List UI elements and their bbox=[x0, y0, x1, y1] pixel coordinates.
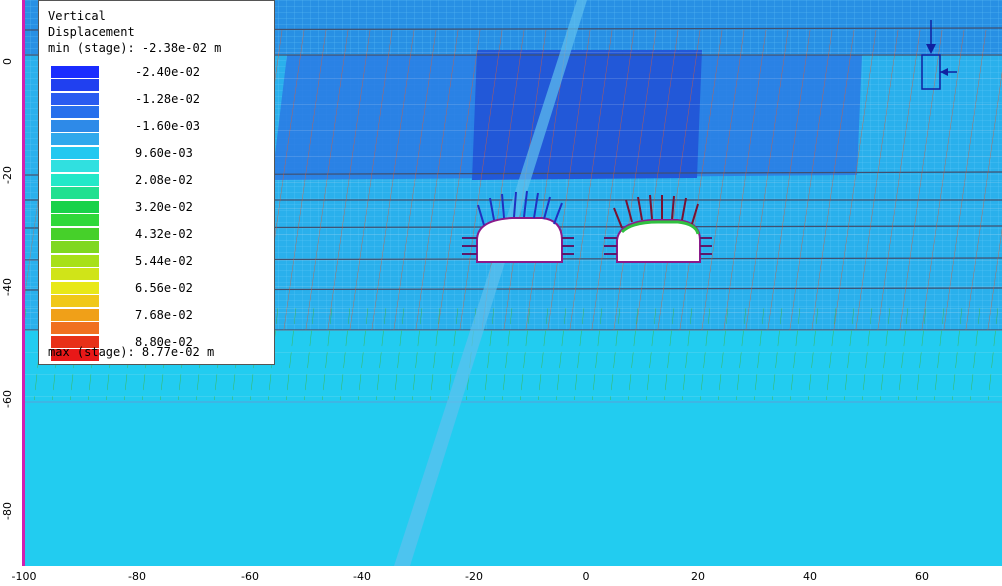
x-tick-label: 20 bbox=[691, 570, 705, 583]
legend-value-label: -1.28e-02 bbox=[135, 92, 201, 106]
legend-swatch bbox=[51, 241, 99, 253]
x-tick-label: 40 bbox=[803, 570, 817, 583]
legend-swatch bbox=[51, 79, 99, 91]
displacement-contour-plot[interactable] bbox=[22, 0, 1002, 566]
legend-value-label: 5.44e-02 bbox=[135, 254, 193, 268]
legend-value-label: 2.08e-02 bbox=[135, 173, 193, 187]
y-axis: 0 -20 -40 -60 -80 bbox=[0, 0, 22, 566]
left-tunnel[interactable] bbox=[462, 190, 574, 263]
legend-swatch bbox=[51, 93, 99, 105]
legend-swatch bbox=[51, 147, 99, 159]
x-tick-label: -100 bbox=[11, 570, 37, 583]
y-tick-label: -60 bbox=[1, 390, 14, 408]
legend-value-label: 9.60e-03 bbox=[135, 146, 193, 160]
mesh-upper bbox=[272, 30, 1002, 330]
y-tick-label: 0 bbox=[1, 58, 14, 65]
inclined-strip bbox=[394, 0, 587, 566]
x-tick-label: -80 bbox=[128, 570, 146, 583]
legend-swatch bbox=[51, 214, 99, 226]
legend-value-label: 4.32e-02 bbox=[135, 227, 193, 241]
legend-swatch bbox=[51, 322, 99, 334]
legend-max-value: max (stage): 8.77e-02 m bbox=[48, 345, 215, 359]
legend-swatch bbox=[51, 336, 99, 348]
legend-subtitle: Displacement bbox=[48, 25, 135, 39]
legend-swatch bbox=[51, 160, 99, 172]
legend-swatch bbox=[51, 255, 99, 267]
legend-swatch bbox=[51, 120, 99, 132]
legend-value-label: 6.56e-02 bbox=[135, 281, 193, 295]
x-axis bbox=[0, 566, 1002, 586]
legend-swatch bbox=[51, 174, 99, 186]
legend-swatch bbox=[51, 349, 99, 361]
legend-swatch bbox=[51, 309, 99, 321]
x-tick-label: 60 bbox=[915, 570, 929, 583]
legend-swatch bbox=[51, 187, 99, 199]
x-tick-label: -20 bbox=[465, 570, 483, 583]
legend-min-value: min (stage): -2.38e-02 m bbox=[48, 41, 222, 55]
load-marker[interactable] bbox=[921, 20, 957, 90]
y-tick-label: -80 bbox=[1, 502, 14, 520]
x-tick-label: 0 bbox=[582, 570, 590, 583]
y-tick-label: -40 bbox=[1, 278, 14, 296]
legend-swatch bbox=[51, 106, 99, 118]
legend-value-label: -1.60e-03 bbox=[135, 119, 201, 133]
right-tunnel[interactable] bbox=[604, 194, 712, 263]
legend-swatch bbox=[51, 228, 99, 240]
legend-swatch bbox=[51, 133, 99, 145]
left-boundary-strip bbox=[22, 0, 25, 566]
legend-swatch bbox=[51, 282, 99, 294]
legend-value-label: -2.40e-02 bbox=[135, 65, 201, 79]
legend-swatch bbox=[51, 268, 99, 280]
legend-value-label: 8.80e-02 bbox=[135, 335, 193, 349]
legend-swatch bbox=[51, 66, 99, 78]
legend-title: Vertical bbox=[48, 9, 106, 23]
legend-swatch bbox=[51, 201, 99, 213]
legend-value-label: 7.68e-02 bbox=[135, 308, 193, 322]
x-tick-label: -60 bbox=[241, 570, 259, 583]
legend-value-label: 3.20e-02 bbox=[135, 200, 193, 214]
x-tick-label: -40 bbox=[353, 570, 371, 583]
contour-legend[interactable]: Vertical Displacement min (stage): -2.38… bbox=[38, 0, 275, 365]
legend-swatch bbox=[51, 295, 99, 307]
y-tick-label: -20 bbox=[1, 166, 14, 184]
